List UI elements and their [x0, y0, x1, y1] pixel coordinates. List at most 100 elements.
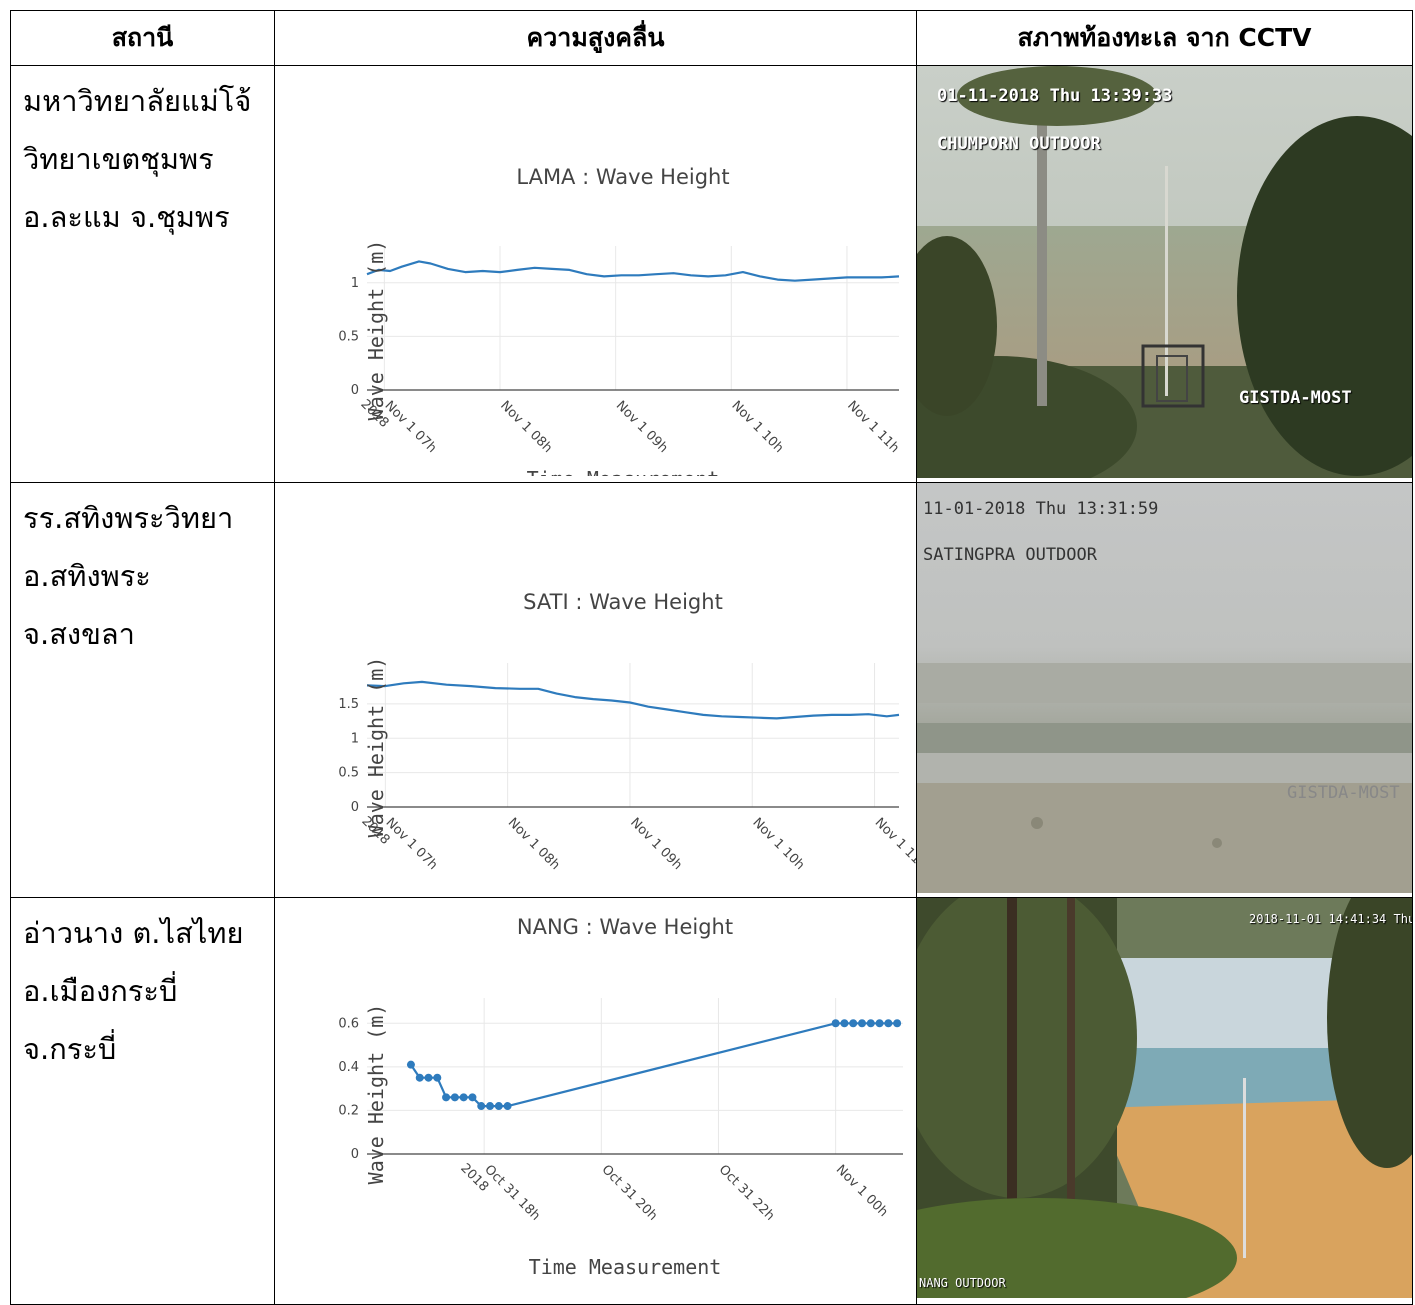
x-tick-label: Nov 1 08h	[505, 815, 563, 873]
x-tick-year: 2018	[457, 1161, 491, 1195]
station-line: จ.สงขลา	[23, 617, 135, 651]
x-tick-line: Oct 31 20h	[598, 1162, 660, 1224]
header-station: สถานี	[10, 10, 275, 66]
x-tick-label: Oct 31 18h2018	[457, 1149, 543, 1235]
data-point	[857, 1019, 866, 1028]
cctv-image: 2018-11-01 14:41:34 Thu NANG OUTDOOR	[917, 898, 1413, 1304]
x-tick-label: Oct 31 22h	[716, 1162, 778, 1224]
data-point	[840, 1019, 849, 1028]
wave-station-table: สถานี ความสูงคลื่น สภาพท้องทะเล จาก CCTV…	[10, 10, 1413, 1305]
station-cell: รร.สทิงพระวิทยา อ.สทิงพระ จ.สงขลา	[10, 482, 275, 898]
cctv-timestamp: 01-11-2018 Thu 13:39:33	[937, 86, 1173, 106]
x-tick-label: Nov 1 10h	[728, 398, 786, 456]
y-tick-label: 0	[351, 1147, 359, 1162]
chart-cell: LAMA : Wave Height 0 0.5 1 Nov 1 07h2018 Nov …	[274, 65, 917, 483]
y-tick-label: 0	[351, 800, 359, 815]
x-tick-line: Nov 1 09h	[613, 398, 671, 456]
x-tick-line: Oct 31 18h	[481, 1162, 543, 1224]
data-point	[893, 1019, 902, 1028]
station-line: วิทยาเขตชุมพร	[23, 142, 214, 176]
cctv-watermark: GISTDA-MOST	[1287, 783, 1400, 803]
x-tick-line: Nov 1 08h	[505, 815, 563, 873]
y-axis-label: Wave Height (m)	[364, 240, 388, 421]
chart-title: NANG : Wave Height	[517, 915, 733, 939]
cctv-cell: 11-01-2018 Thu 13:31:59 SATINGPRA OUTDOO…	[916, 482, 1413, 898]
x-tick-label: Nov 1 10h	[749, 815, 807, 873]
station-line: มหาวิทยาลัยแม่โจ้	[23, 84, 252, 118]
cctv-timestamp: 11-01-2018 Thu 13:31:59	[923, 499, 1159, 519]
data-point	[831, 1019, 840, 1028]
chart-title: SATI : Wave Height	[523, 590, 723, 614]
cctv-scene	[917, 483, 1412, 893]
x-tick-line: Nov 1 07h	[382, 398, 440, 456]
data-point	[849, 1019, 858, 1028]
x-tick-line: Nov 1 10h	[728, 398, 786, 456]
x-tick-line: Nov 1 11h	[872, 815, 917, 873]
chart-cell: SATI : Wave Height 0 0.5 1 1.5 Nov 1 07h2018 N…	[274, 482, 917, 898]
x-tick-line: Nov 1 00h	[833, 1162, 891, 1220]
data-point	[875, 1019, 884, 1028]
x-tick-label: Nov 1 09h	[627, 815, 685, 873]
y-tick-label: 0.6	[338, 1016, 359, 1031]
data-point	[494, 1102, 503, 1111]
chart-cell: NANG : Wave Height 0 0.2 0.4 0.6 Oct 31 18h20…	[274, 897, 917, 1305]
cctv-watermark: GISTDA-MOST	[1239, 388, 1352, 408]
cctv-timestamp: 2018-11-01 14:41:34 Thu	[1249, 912, 1413, 926]
x-tick-label: Nov 1 11h	[844, 398, 902, 456]
y-axis-label: Wave Height (m)	[364, 657, 388, 838]
x-tick-line: Nov 1 11h	[844, 398, 902, 456]
station-line: อ.เมืองกระบี่	[23, 974, 178, 1008]
x-tick-line: Oct 31 22h	[716, 1162, 778, 1224]
x-tick-label: Nov 1 09h	[613, 398, 671, 456]
cctv-image: 11-01-2018 Thu 13:31:59 SATINGPRA OUTDOO…	[917, 483, 1412, 897]
data-point	[442, 1093, 451, 1102]
y-tick-label: 0.4	[338, 1060, 359, 1075]
station-line: อ.ละแม จ.ชุมพร	[23, 200, 230, 234]
table-row: อ่าวนาง ต.ไสไทย อ.เมืองกระบี่ จ.กระบี่ N…	[10, 897, 1413, 1305]
x-tick-label: Nov 1 00h	[833, 1162, 891, 1220]
y-axis-label: Wave Height (m)	[364, 1004, 388, 1185]
data-point	[406, 1060, 415, 1069]
series-line	[366, 680, 900, 720]
x-tick-label: Oct 31 20h	[598, 1162, 660, 1224]
x-tick-label: Nov 1 08h	[497, 398, 555, 456]
table-row: รร.สทิงพระวิทยา อ.สทิงพระ จ.สงขลา SATI :…	[10, 482, 1413, 898]
table-row: มหาวิทยาลัยแม่โจ้ วิทยาเขตชุมพร อ.ละแม จ…	[10, 65, 1413, 483]
y-tick-label: 0.5	[338, 329, 359, 344]
data-point	[459, 1093, 468, 1102]
data-point	[884, 1019, 893, 1028]
cctv-cell: 01-11-2018 Thu 13:39:33 CHUMPORN OUTDOOR…	[916, 65, 1413, 483]
x-tick-line: Nov 1 09h	[627, 815, 685, 873]
x-tick-line: Nov 1 07h	[383, 815, 441, 873]
x-tick-line: Nov 1 10h	[749, 815, 807, 873]
station-cell: อ่าวนาง ต.ไสไทย อ.เมืองกระบี่ จ.กระบี่	[10, 897, 275, 1305]
wave-height-chart: NANG : Wave Height 0 0.2 0.4 0.6 Oct 31 18h20…	[338, 915, 903, 1279]
data-point	[486, 1102, 495, 1111]
station-line: อ่าวนาง ต.ไสไทย	[23, 916, 244, 950]
header-cctv: สภาพท้องทะเล จาก CCTV	[916, 10, 1413, 66]
header-wave-height: ความสูงคลื่น	[274, 10, 917, 66]
station-cell: มหาวิทยาลัยแม่โจ้ วิทยาเขตชุมพร อ.ละแม จ…	[10, 65, 275, 483]
x-tick-line: Nov 1 08h	[497, 398, 555, 456]
data-point	[450, 1093, 459, 1102]
x-tick-label: Nov 1 11h	[872, 815, 917, 873]
cctv-label: CHUMPORN OUTDOOR	[937, 134, 1101, 154]
station-line: อ.สทิงพระ	[23, 559, 151, 593]
y-tick-label: 0	[351, 383, 359, 398]
y-tick-label: 0.2	[338, 1103, 359, 1118]
y-tick-label: 0.5	[338, 766, 359, 781]
station-line: จ.กระบี่	[23, 1032, 117, 1066]
cctv-label: NANG OUTDOOR	[919, 1276, 1006, 1290]
y-tick-label: 1	[351, 276, 359, 291]
x-axis-label: Time Measurement	[529, 1255, 722, 1279]
cctv-scene	[917, 898, 1412, 1304]
cctv-scene	[917, 66, 1412, 482]
cctv-image: 01-11-2018 Thu 13:39:33 CHUMPORN OUTDOOR…	[917, 66, 1412, 482]
x-axis-label: Time Measurement	[527, 467, 720, 476]
station-line: รร.สทิงพระวิทยา	[23, 501, 234, 535]
data-point	[415, 1073, 424, 1082]
data-point	[866, 1019, 875, 1028]
data-point	[468, 1093, 477, 1102]
